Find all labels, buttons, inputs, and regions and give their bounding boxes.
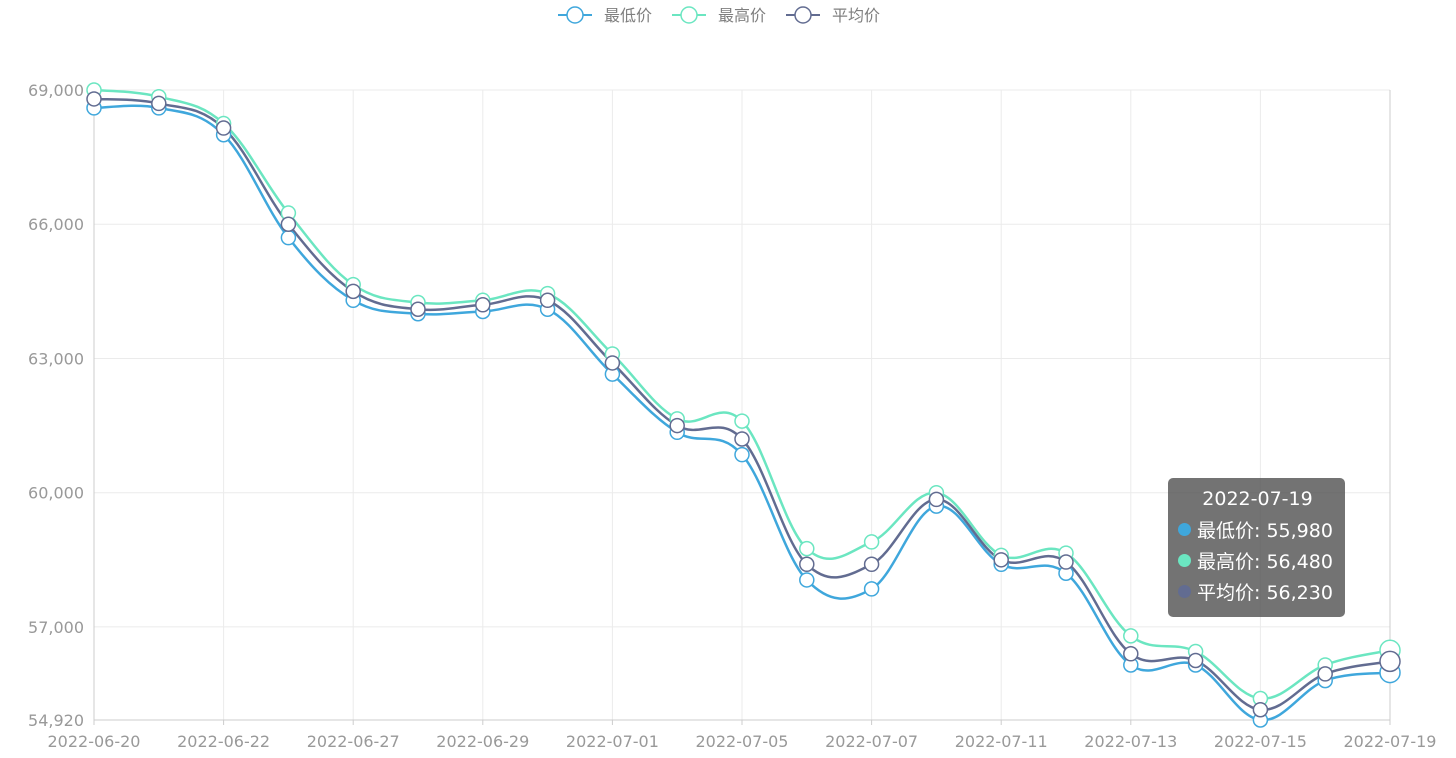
series-line-2 [93,97,1391,711]
x-tick-label: 2022-06-20 [48,732,141,751]
data-point[interactable] [151,95,167,112]
tooltip-row-avg: 平均价: 56,230 [1178,576,1337,607]
tooltip-title: 2022-07-19 [1202,488,1313,510]
data-point[interactable] [734,413,750,429]
legend-label: 平均价 [832,6,880,25]
series-line-0 [93,104,1391,722]
tooltip-label-avg: 平均价: 56,230 [1197,582,1333,604]
data-point[interactable] [410,301,426,317]
data-point[interactable] [280,216,297,232]
x-tick-label: 2022-07-11 [955,732,1048,751]
data-point[interactable] [1123,646,1139,662]
data-point[interactable] [799,540,815,557]
legend-circle-icon [794,6,812,24]
data-point[interactable] [734,446,750,463]
legend-item-0[interactable]: 最低价 [558,6,652,25]
legend-label: 最低价 [604,6,652,25]
y-tick-label: 63,000 [28,349,84,368]
data-point[interactable] [1058,554,1074,570]
data-point[interactable] [799,556,815,573]
legend[interactable]: 最低价 最高价 平均价 [558,6,880,25]
y-tick-label: 66,000 [28,215,84,234]
x-tick-label: 2022-07-05 [696,732,789,751]
data-point[interactable] [863,534,880,550]
data-point[interactable] [1123,628,1139,644]
legend-label: 最高价 [718,6,766,25]
data-point[interactable] [604,355,621,371]
data-point[interactable] [1379,650,1401,673]
legend-item-2[interactable]: 平均价 [786,6,880,25]
data-point[interactable] [1317,666,1333,682]
x-tick-label: 2022-06-27 [307,732,400,751]
x-tick-label: 2022-07-01 [566,732,659,751]
tooltip-dot-min [1178,523,1191,536]
y-tick-label: 60,000 [28,484,84,503]
data-point[interactable] [539,292,556,309]
x-tick-label: 2022-07-19 [1344,732,1437,751]
data-point[interactable] [280,229,297,246]
legend-item-1[interactable]: 最高价 [672,6,766,25]
data-point[interactable] [669,417,685,434]
data-point[interactable] [1252,701,1269,718]
legend-circle-icon [566,6,584,24]
data-point[interactable] [993,552,1009,568]
data-point[interactable] [799,572,815,588]
tooltip-row-min: 最低价: 55,980 [1178,514,1337,545]
x-tick-label: 2022-06-29 [436,732,529,751]
tooltip-label-max: 最高价: 56,480 [1197,551,1333,573]
x-tick-label: 2022-07-07 [825,732,918,751]
axes: 54,920 57,000 60,000 63,000 66,000 69,000 2022… [28,81,1436,751]
data-point[interactable] [1187,652,1204,669]
legend-circle-icon [680,6,698,24]
series-line-1 [93,88,1391,700]
y-tick-label: 69,000 [28,81,84,100]
x-tick-label: 2022-07-13 [1084,732,1177,751]
tooltip-label-min: 最低价: 55,980 [1197,520,1333,542]
tooltip-row-max: 最高价: 56,480 [1178,545,1337,576]
data-point[interactable] [863,581,880,597]
data-point[interactable] [215,120,232,136]
data-point[interactable] [863,556,880,573]
tooltip-dot-avg [1178,585,1191,598]
data-point[interactable] [86,91,102,107]
grid-lines [93,89,1391,721]
y-tick-label: 57,000 [28,618,84,637]
tooltip-dot-max [1178,554,1191,567]
tooltip: 2022-07-19 最低价: 55,980 最高价: 56,480 平均价: … [1168,478,1345,617]
series-lines [93,88,1391,722]
data-point[interactable] [928,491,945,508]
x-tick-label: 2022-07-15 [1214,732,1307,751]
data-point[interactable] [475,297,491,313]
y-tick-label: 54,920 [28,711,84,730]
x-tick-label: 2022-06-22 [177,732,270,751]
series-points[interactable] [86,82,1401,728]
data-point[interactable] [345,283,361,300]
data-point[interactable] [734,431,750,447]
